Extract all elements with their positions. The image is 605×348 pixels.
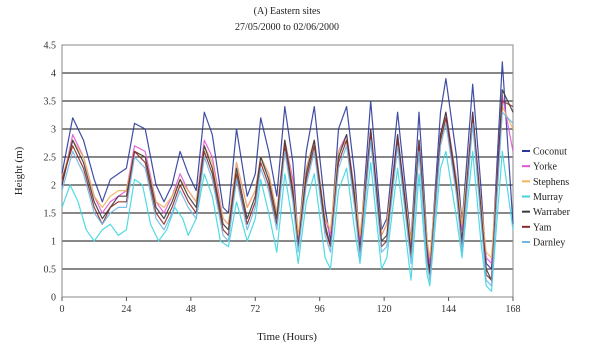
legend-label-warraber: Warraber [533, 207, 571, 218]
series-line-darnley [61, 111, 514, 287]
y-tick-label: 4.5 [44, 41, 57, 52]
y-tick-label: 0 [51, 293, 56, 304]
legend-label-darnley: Darnley [533, 238, 565, 249]
legend-label-coconut: Coconut [533, 147, 567, 158]
x-tick-label: 48 [186, 304, 196, 315]
series-line-murray [61, 150, 514, 292]
legend-label-yorke: Yorke [533, 162, 558, 173]
x-tick-label: 96 [315, 304, 325, 315]
legend-label-stephens: Stephens [533, 177, 569, 188]
y-tick-label: 4 [51, 69, 56, 80]
axis-ticks: 0 0.5 1 1.5 2 2.5 3 3.5 4 4.5 0 24 48 72 96 120 144 168 [44, 41, 521, 316]
y-tick-label: 2 [51, 181, 56, 192]
legend-label-murray: Murray [533, 192, 563, 203]
series-line-yam [61, 100, 514, 281]
chart-subtitle: 27/05/2000 to 02/06/2000 [235, 22, 339, 33]
y-tick-label: 3.5 [44, 97, 57, 108]
x-tick-label: 144 [441, 304, 456, 315]
series-line-warraber [61, 89, 514, 281]
legend: Coconut Yorke Stephens Murray Warraber Yam Dar… [522, 147, 571, 249]
y-axis-label: Height (m) [13, 146, 25, 195]
series-line-coconut [61, 61, 514, 270]
y-tick-label: 0.5 [44, 265, 57, 276]
x-tick-label: 120 [377, 304, 392, 315]
x-axis-label: Time (Hours) [257, 331, 317, 343]
x-tick-label: 168 [506, 304, 521, 315]
y-tick-label: 1.5 [44, 209, 57, 220]
series-lines [61, 61, 514, 292]
x-tick-label: 72 [250, 304, 260, 315]
y-tick-label: 2.5 [44, 153, 57, 164]
y-tick-label: 3 [51, 125, 56, 136]
x-tick-label: 0 [60, 304, 65, 315]
legend-label-yam: Yam [533, 222, 552, 233]
y-tick-label: 1 [51, 237, 56, 248]
chart-title: (A) Eastern sites [254, 6, 321, 17]
x-tick-label: 24 [121, 304, 131, 315]
